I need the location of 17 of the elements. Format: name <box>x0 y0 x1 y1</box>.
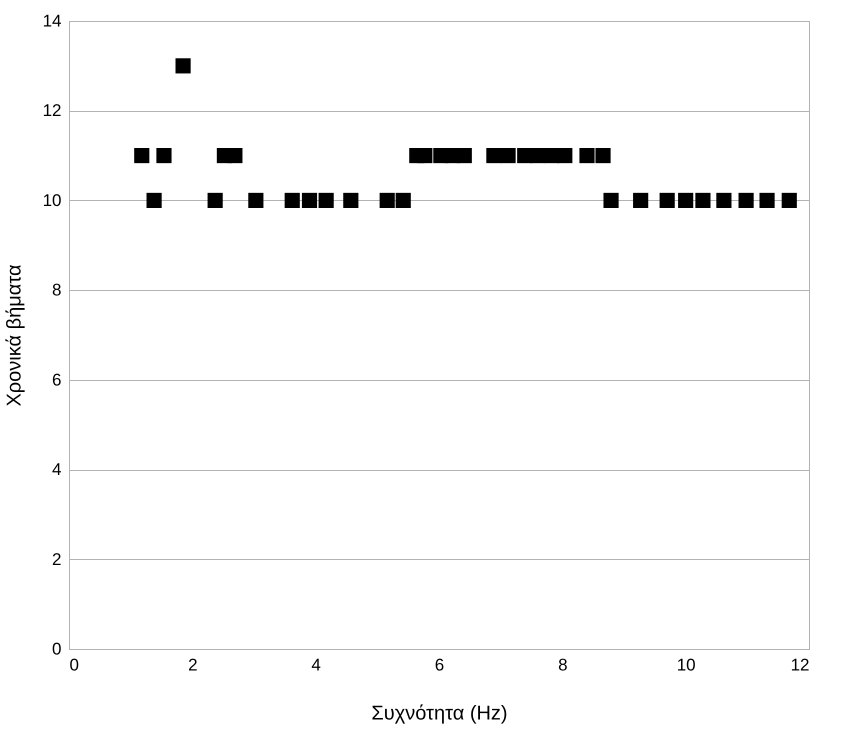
x-tick-label: 10 <box>676 656 696 674</box>
x-tick-label: 4 <box>311 656 321 674</box>
y-axis-title: Χρονικά βήματα <box>4 264 26 407</box>
y-tick-label: 8 <box>52 280 62 300</box>
y-tick-label: 14 <box>42 12 62 30</box>
y-tick-label: 2 <box>52 550 62 569</box>
y-tick-label: 4 <box>52 460 62 480</box>
x-tick-label: 0 <box>70 656 79 674</box>
x-tick-label: 8 <box>558 656 568 674</box>
x-tick-label: 6 <box>434 656 444 674</box>
y-tick-label: 12 <box>42 101 62 120</box>
x-axis-title: Συχνότητα (Hz) <box>371 702 508 724</box>
y-tick-label: 6 <box>52 370 62 390</box>
y-tick-label: 10 <box>42 190 62 210</box>
x-tick-label: 2 <box>188 656 198 674</box>
y-tick-label: 0 <box>52 640 62 658</box>
x-tick-label: 12 <box>790 656 810 674</box>
